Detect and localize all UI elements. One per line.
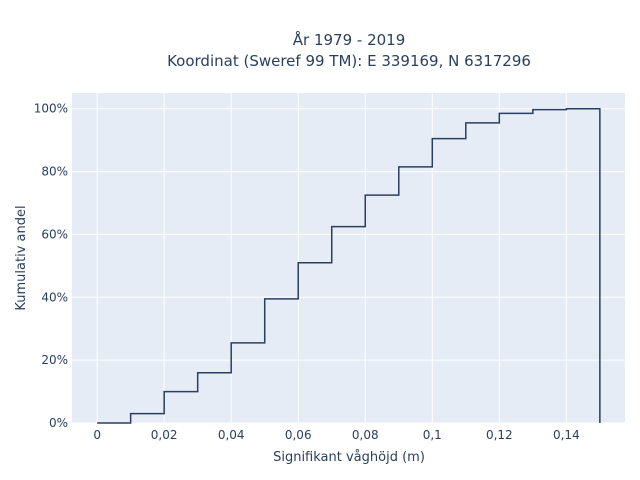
cumulative-step-line [97, 107, 601, 424]
y-tick-label: 40% [41, 290, 68, 304]
x-tick-label: 0,04 [218, 428, 245, 442]
x-tick-label: 0 [93, 428, 101, 442]
y-axis-label: Kumulativ andel [14, 205, 29, 310]
y-tick-label: 20% [41, 353, 68, 367]
y-tick-label: 60% [41, 227, 68, 241]
x-tick-label: 0,12 [486, 428, 513, 442]
series-layer [97, 107, 601, 424]
x-tick-label: 0,1 [423, 428, 442, 442]
x-tick-label: 0,08 [352, 428, 379, 442]
chart-title-line2: Koordinat (Sweref 99 TM): E 339169, N 63… [167, 52, 531, 70]
x-tick-label: 0,06 [285, 428, 312, 442]
x-tick-label: 0,14 [553, 428, 580, 442]
y-tick-label: 0% [49, 416, 68, 430]
y-tick-label: 100% [34, 102, 68, 116]
y-tick-label: 80% [41, 165, 68, 179]
x-tick-label: 0,02 [151, 428, 178, 442]
x-axis-label: Signifikant våghöjd (m) [273, 450, 425, 465]
x-tick-labels: 0 0,02 0,04 0,06 0,08 0,1 0,12 0,14 [93, 428, 579, 442]
chart-title-line1: År 1979 - 2019 [293, 30, 406, 49]
plot-background [72, 93, 625, 423]
y-tick-labels: 0% 20% 40% 60% 80% 100% [34, 102, 68, 430]
